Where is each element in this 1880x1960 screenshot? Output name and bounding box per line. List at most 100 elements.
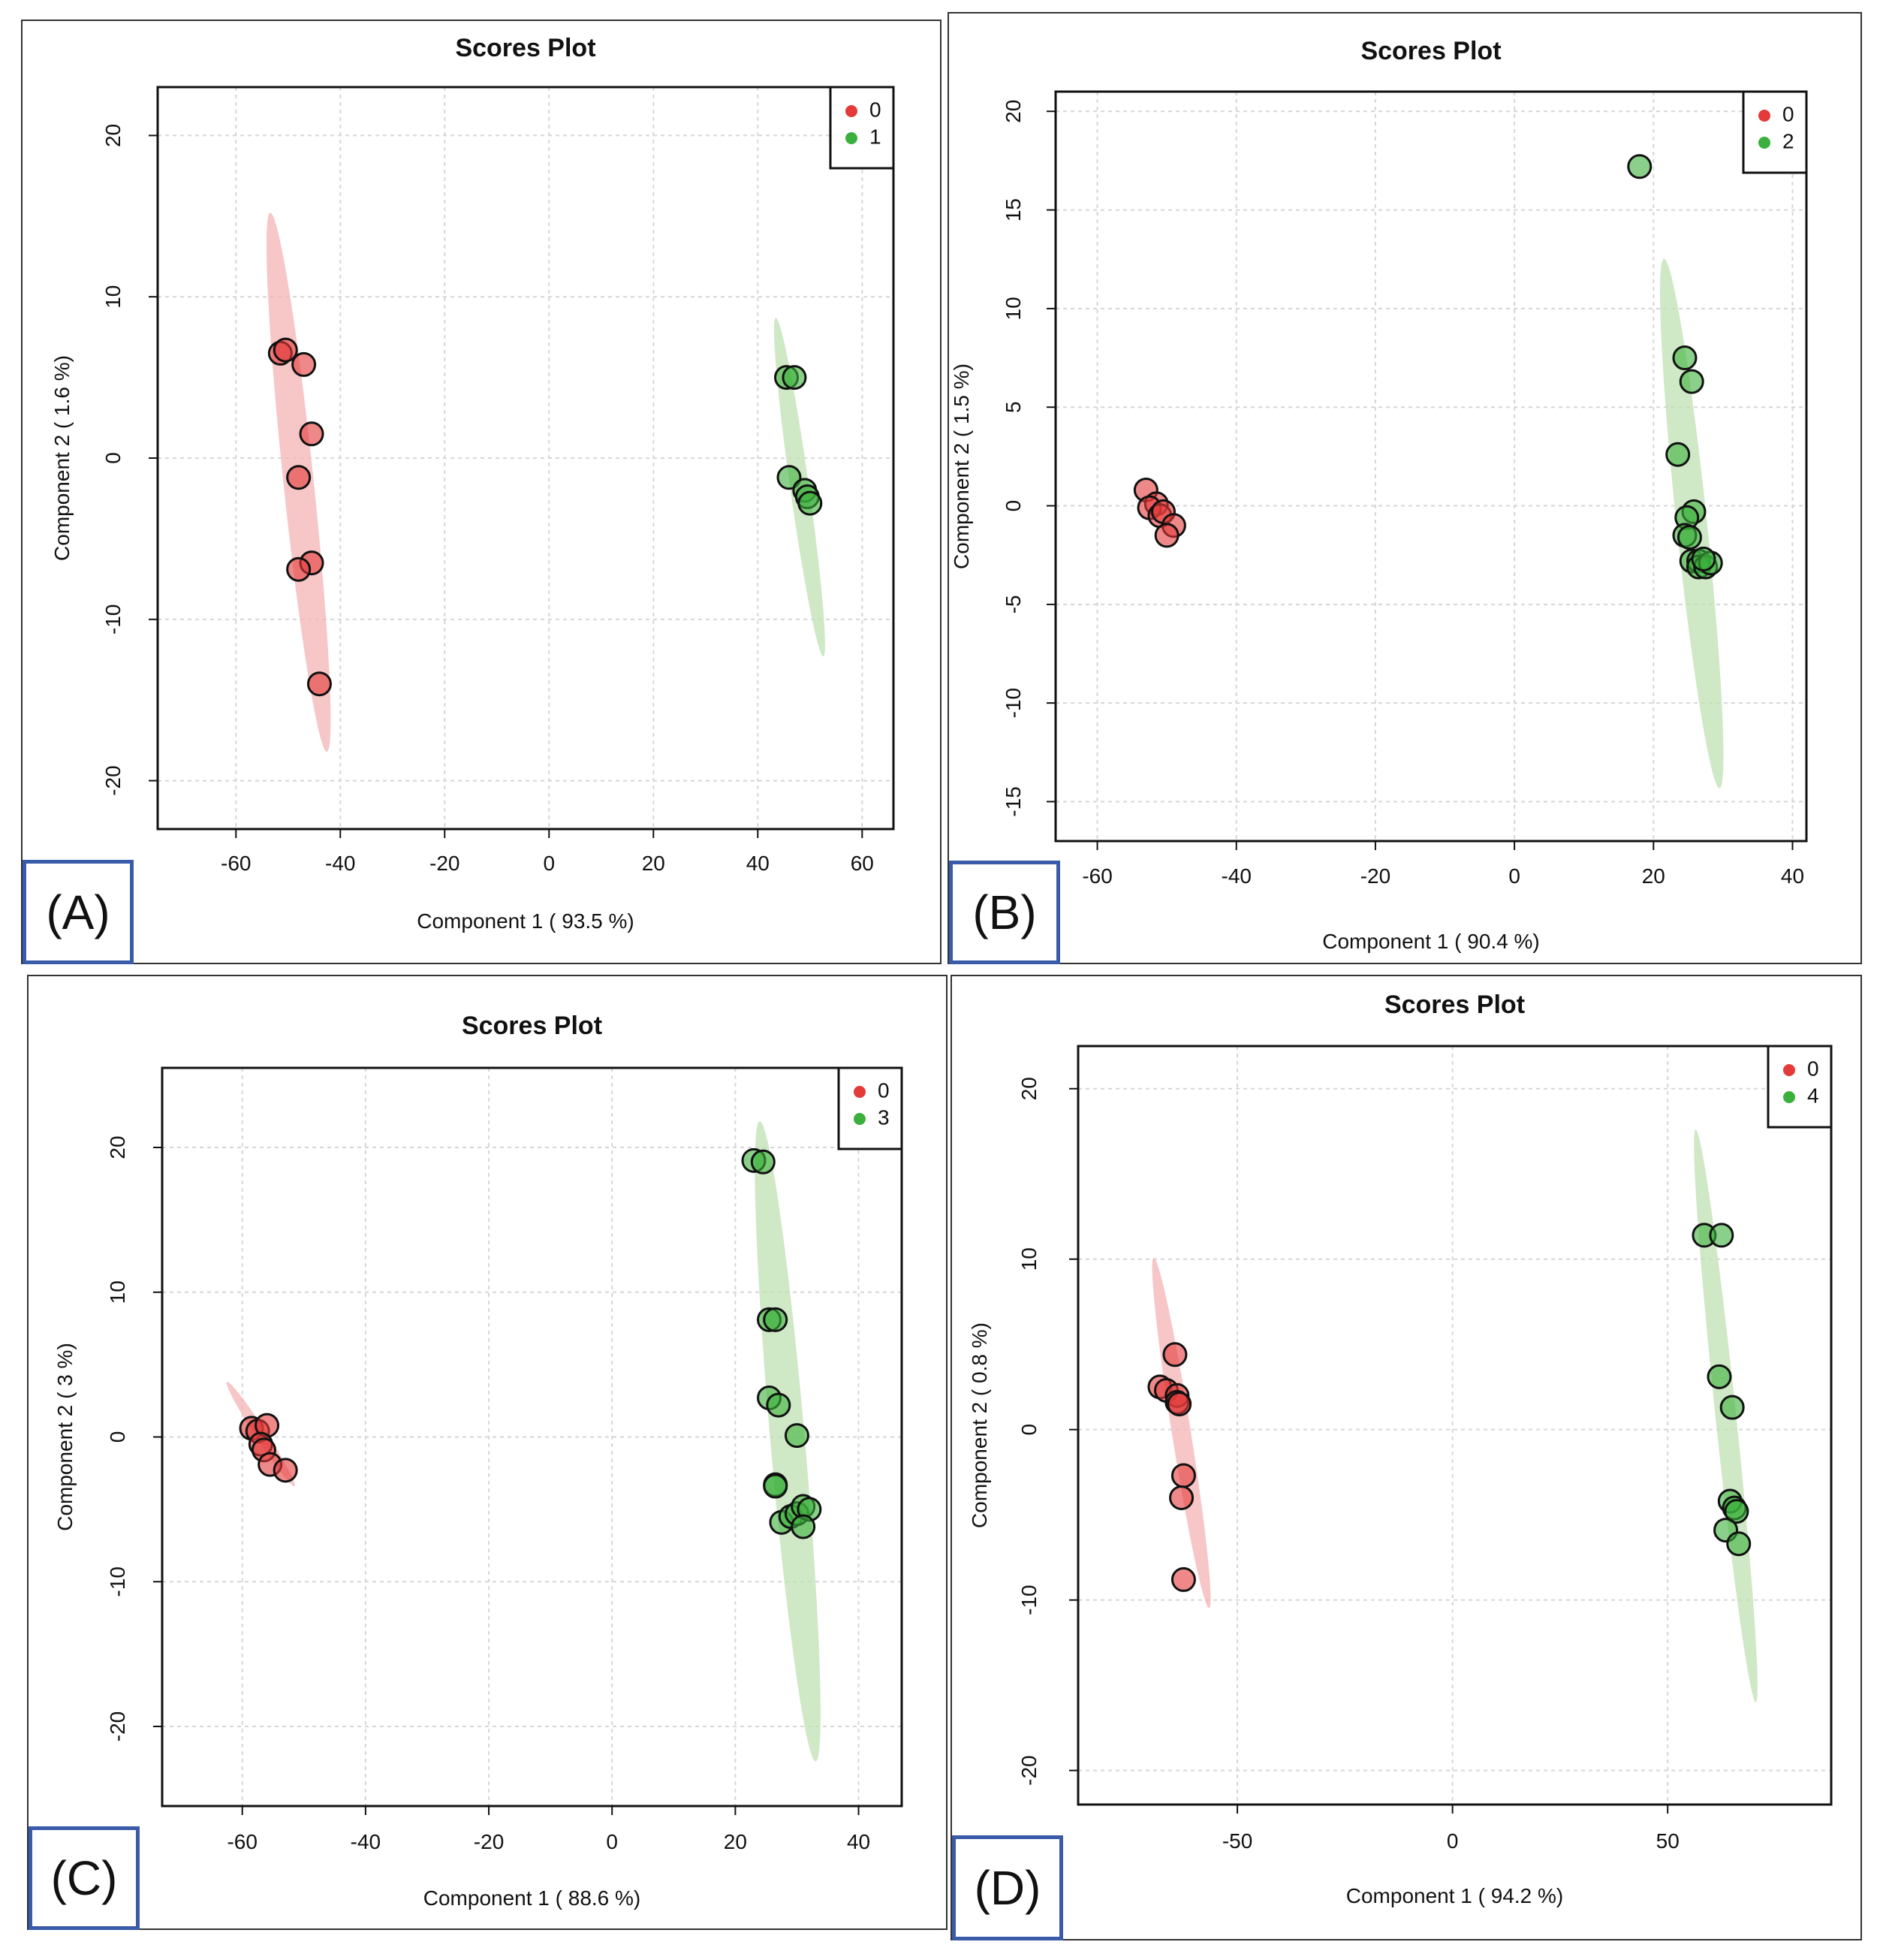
chart-title: Scores Plot <box>1384 991 1525 1019</box>
y-axis-label: Component 2 ( 1.5 %) <box>950 363 973 569</box>
legend-marker-group-2 <box>1758 137 1770 149</box>
scores-plot-panel-d: Scores Plot -50 0 50 -20 -10 0 10 20 Component 1 … <box>951 975 1862 1940</box>
data-point-group-0 <box>1162 1342 1188 1367</box>
legend-label: 0 <box>869 98 881 121</box>
data-point-group-3 <box>791 1514 816 1539</box>
y-tick-label: 5 <box>1002 401 1025 413</box>
scores-plot-svg-a: Scores Plot-60 -40 -20 0 20 40 60-20-1001020Co… <box>50 34 895 933</box>
data-point-group-4 <box>1707 1364 1732 1389</box>
data-point-group-2 <box>1672 345 1698 371</box>
y-tick-label: -10 <box>1017 1585 1041 1615</box>
data-point-group-1 <box>782 365 807 390</box>
y-tick-label: 0 <box>106 1431 129 1443</box>
legend-marker-group-0 <box>854 1086 866 1098</box>
data-point-group-3 <box>763 1473 788 1499</box>
scores-plot-svg-b: Scores Plot-60 -40 -20 0 20 40-15-10-50510152… <box>950 37 1808 953</box>
data-point-group-0 <box>286 465 312 490</box>
x-axis-label: Component 1 ( 93.5 %) <box>417 909 634 933</box>
x-tick-label: -50 <box>1222 1829 1252 1853</box>
legend-marker-group-4 <box>1783 1091 1795 1103</box>
x-axis-label: Component 1 ( 90.4 %) <box>1322 930 1540 953</box>
x-axis-label: Component 1 ( 94.2 %) <box>1346 1884 1564 1907</box>
legend-label: 4 <box>1807 1084 1819 1107</box>
legend-box <box>1767 1045 1833 1129</box>
data-point-group-0 <box>286 556 312 582</box>
legend-box <box>1742 90 1808 174</box>
y-tick-label: -20 <box>101 765 125 795</box>
y-tick-label: 20 <box>1002 100 1025 123</box>
x-tick-label: -20 <box>1360 864 1390 888</box>
data-point-group-4 <box>1709 1223 1734 1248</box>
data-point-group-0 <box>306 671 332 697</box>
panel-label-d: (D) <box>952 1835 1063 1940</box>
data-point-group-2 <box>1627 154 1653 179</box>
y-axis-label: Component 2 ( 1.6 %) <box>50 355 74 561</box>
x-tick-label: -20 <box>429 852 459 875</box>
x-tick-label: 40 <box>1781 864 1804 888</box>
data-point-group-0 <box>273 337 298 363</box>
data-point-group-4 <box>1719 1395 1745 1420</box>
y-tick-label: -20 <box>1017 1755 1041 1785</box>
x-tick-label: 20 <box>724 1830 747 1853</box>
panel-label-a: (A) <box>23 860 134 964</box>
y-tick-label: 20 <box>101 124 125 147</box>
legend-label: 1 <box>869 125 881 148</box>
x-tick-label: -40 <box>325 852 355 875</box>
confidence-ellipse-group-0 <box>1152 1258 1211 1609</box>
legend-marker-group-0 <box>1758 110 1770 122</box>
y-tick-label: 10 <box>1017 1247 1041 1271</box>
chart-title: Scores Plot <box>455 34 595 62</box>
x-tick-label: 0 <box>606 1830 618 1853</box>
x-tick-label: 50 <box>1656 1829 1680 1853</box>
x-tick-label: 0 <box>543 852 555 875</box>
y-tick-label: 10 <box>1002 297 1025 320</box>
data-point-group-3 <box>766 1392 791 1418</box>
y-tick-label: 0 <box>1002 500 1025 512</box>
chart-title: Scores Plot <box>462 1012 602 1040</box>
legend-label: 3 <box>878 1105 890 1129</box>
data-point-group-4 <box>1724 1499 1749 1524</box>
x-tick-label: 0 <box>1447 1829 1459 1853</box>
legend-label: 0 <box>1807 1057 1819 1080</box>
legend-box <box>829 86 895 170</box>
data-point-group-4 <box>1726 1531 1752 1557</box>
x-tick-label: -60 <box>1082 864 1112 888</box>
y-tick-label: 0 <box>1017 1424 1041 1436</box>
y-tick-label: 20 <box>106 1135 129 1159</box>
plot-frame <box>1054 90 1808 843</box>
data-point-group-2 <box>1677 525 1702 550</box>
scores-plot-svg-c: Scores Plot -60 -40 -20 0 20 40 -20 -10 0 10 20 Comp… <box>53 1012 903 1910</box>
plot-frame <box>1077 1045 1833 1806</box>
x-tick-label: 20 <box>642 852 665 875</box>
legend-label: 2 <box>1782 129 1794 152</box>
scores-plot-panel-b: Scores Plot -60 -40 -20 0 20 40 -15 -10 -5 0 5 10 15 2… <box>948 12 1862 964</box>
data-point-group-0 <box>273 1458 298 1483</box>
legend-box <box>837 1066 903 1150</box>
data-point-group-0 <box>1170 1463 1196 1488</box>
y-tick-label: 10 <box>101 285 125 309</box>
y-tick-label: -5 <box>1002 595 1025 614</box>
y-tick-label: -10 <box>106 1566 129 1597</box>
x-tick-label: -20 <box>474 1830 504 1853</box>
y-axis-label: Component 2 ( 0.8 %) <box>968 1322 991 1528</box>
scores-plot-panel-a: Scores Plot -60 -40 -20 0 20 40 60 -20 -10 0 10 20 Co… <box>21 20 942 964</box>
legend-marker-group-3 <box>854 1113 866 1125</box>
y-axis-label: Component 2 ( 3 %) <box>53 1343 77 1531</box>
legend-marker-group-1 <box>845 132 857 144</box>
y-tick-label: 20 <box>1017 1077 1041 1100</box>
panel-label-b: (B) <box>949 861 1060 964</box>
data-point-group-1 <box>797 490 823 516</box>
x-tick-label: 0 <box>1508 864 1520 888</box>
legend-marker-group-0 <box>1783 1064 1795 1076</box>
x-tick-label: -40 <box>1222 864 1252 888</box>
data-point-group-0 <box>291 351 317 377</box>
x-tick-label: 40 <box>847 1830 870 1853</box>
data-point-group-0 <box>1154 523 1180 548</box>
x-tick-label: 40 <box>746 852 770 875</box>
x-tick-label: 60 <box>851 852 874 875</box>
x-tick-label: 20 <box>1642 864 1665 888</box>
data-point-group-0 <box>1169 1485 1195 1510</box>
data-point-group-3 <box>750 1149 776 1174</box>
data-point-group-2 <box>1691 546 1716 571</box>
legend-marker-group-0 <box>845 105 857 117</box>
